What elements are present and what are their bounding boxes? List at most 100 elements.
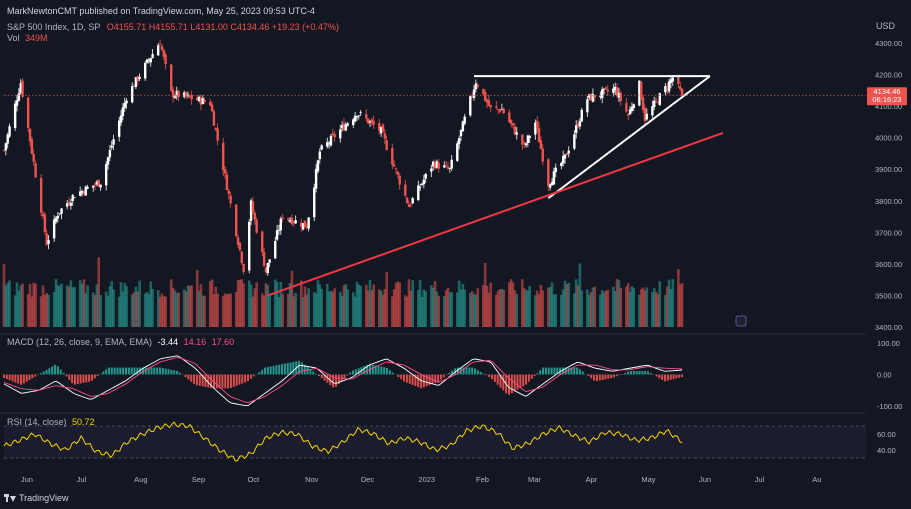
volume-bar	[589, 292, 593, 327]
candle	[303, 220, 307, 228]
candle	[502, 107, 505, 115]
volume-bar	[632, 288, 636, 327]
candle-body	[86, 187, 89, 189]
candle-body	[274, 241, 277, 259]
volume-bar	[535, 290, 539, 327]
candle-body	[372, 120, 375, 125]
candle-body	[251, 201, 255, 213]
candle	[680, 88, 684, 97]
volume-bar	[333, 288, 336, 327]
volume-bar	[45, 293, 49, 327]
candle	[294, 215, 297, 224]
candle	[132, 84, 136, 88]
candle-body	[112, 139, 115, 145]
candle	[134, 77, 138, 90]
candle-body	[214, 127, 217, 130]
candle-body	[368, 121, 372, 123]
candle	[394, 167, 398, 174]
candle	[472, 85, 476, 101]
candle-body	[500, 109, 504, 110]
price-axis-tick: 3700.00	[875, 228, 902, 237]
macd-histogram-bar	[207, 374, 210, 388]
macd-histogram-bar	[315, 373, 318, 375]
candle-body	[318, 151, 322, 160]
price-axis-tick: 4200.00	[875, 71, 902, 80]
volume-bar	[418, 280, 422, 327]
macd-histogram-bar	[176, 370, 179, 375]
macd-histogram-bar	[96, 374, 99, 377]
volume-bar	[186, 285, 190, 327]
candle-body	[628, 109, 632, 115]
macd-histogram-bar	[119, 367, 122, 375]
tradingview-logo-icon	[4, 494, 16, 502]
volume-bar	[203, 295, 206, 327]
candle-body	[8, 126, 11, 137]
candle	[199, 95, 203, 111]
volume-value: 349M	[25, 33, 48, 43]
candle-body	[225, 174, 229, 191]
candle-body	[177, 90, 180, 98]
candle	[171, 86, 175, 103]
macd-histogram-bar	[190, 374, 193, 382]
volume-bar	[508, 282, 511, 327]
symbol-name[interactable]: S&P 500 Index, 1D, SP	[7, 22, 101, 32]
candle-body	[353, 115, 357, 122]
macd-histogram-bar	[281, 364, 284, 375]
candle-body	[524, 143, 528, 146]
candle	[173, 94, 177, 99]
macd-histogram-bar	[11, 374, 14, 382]
candle-body	[169, 64, 173, 91]
volume-bar	[580, 290, 584, 327]
candle-body	[591, 93, 595, 102]
macd-histogram-bar	[573, 367, 576, 375]
volume-bar	[91, 292, 95, 327]
candle-body	[547, 159, 550, 187]
candle-body	[26, 97, 30, 128]
candle-body	[108, 149, 112, 158]
candle-body	[508, 112, 511, 123]
candle	[160, 43, 164, 52]
volume-bar	[630, 286, 634, 327]
symbol-info: S&P 500 Index, 1D, SP O4155.71 H4155.71 …	[7, 22, 339, 32]
candle-body	[326, 142, 329, 147]
candle-body	[535, 120, 539, 129]
macd-histogram-bar	[675, 374, 678, 379]
candle	[32, 149, 35, 166]
volume-bar	[574, 279, 578, 327]
macd-histogram-bar	[31, 374, 34, 379]
macd-histogram-bar	[133, 367, 136, 375]
macd-label[interactable]: MACD (12, 26, close, 9, EMA, EMA)	[7, 337, 153, 347]
candle	[6, 132, 9, 149]
macd-histogram-bar	[539, 370, 542, 375]
volume-bar	[58, 285, 62, 327]
rsi-label[interactable]: RSI (14, close)	[7, 417, 67, 427]
rsi-value: 50.72	[72, 417, 95, 427]
volume-bar	[266, 285, 270, 327]
candle-body	[541, 148, 544, 162]
candle	[612, 84, 615, 97]
candle-body	[495, 106, 498, 108]
volume-bar	[364, 284, 368, 327]
volume-bar	[173, 290, 177, 327]
candle	[404, 180, 407, 198]
candle-body	[627, 113, 630, 116]
macd-histogram-bar	[564, 367, 567, 375]
macd-histogram-bar	[678, 374, 681, 378]
candle-body	[656, 102, 660, 104]
candle-body	[190, 94, 193, 100]
candle	[119, 109, 123, 126]
volume-bar	[522, 288, 526, 327]
candle	[450, 155, 453, 171]
macd-histogram-bar	[272, 365, 275, 375]
candle-body	[162, 49, 165, 57]
volume-bar	[138, 280, 141, 327]
candle	[656, 101, 660, 104]
volume-bar	[80, 283, 84, 327]
candle	[654, 96, 658, 104]
volume-bar	[288, 282, 292, 327]
price-axis-tick: 3400.00	[875, 323, 902, 332]
volume-bar	[169, 279, 173, 327]
candle-body	[448, 168, 452, 169]
volume-bar	[459, 289, 463, 327]
